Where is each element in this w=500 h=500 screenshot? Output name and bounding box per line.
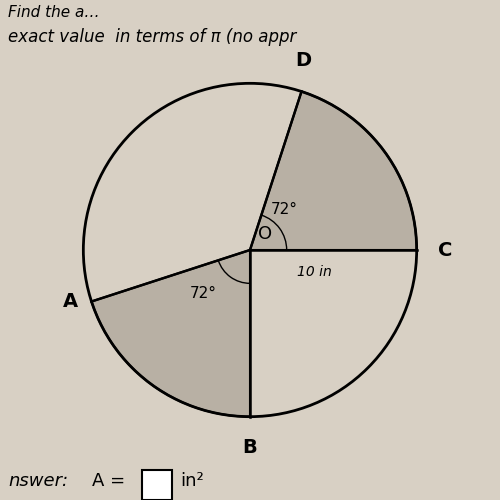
Text: B: B: [242, 438, 258, 458]
Wedge shape: [250, 92, 416, 250]
Text: O: O: [258, 226, 272, 244]
Text: 72°: 72°: [270, 202, 297, 216]
Text: 10 in: 10 in: [296, 265, 332, 279]
Text: in²: in²: [180, 472, 204, 490]
Text: D: D: [295, 51, 311, 70]
Wedge shape: [92, 250, 250, 416]
Text: A =: A =: [92, 472, 125, 490]
Text: exact value  in terms of π (no appr: exact value in terms of π (no appr: [8, 28, 296, 46]
Text: A: A: [64, 292, 78, 311]
Text: C: C: [438, 240, 452, 260]
FancyBboxPatch shape: [142, 470, 172, 500]
Text: 72°: 72°: [190, 286, 217, 300]
Text: nswer:: nswer:: [8, 472, 68, 490]
Text: Find the a…: Find the a…: [8, 5, 100, 20]
